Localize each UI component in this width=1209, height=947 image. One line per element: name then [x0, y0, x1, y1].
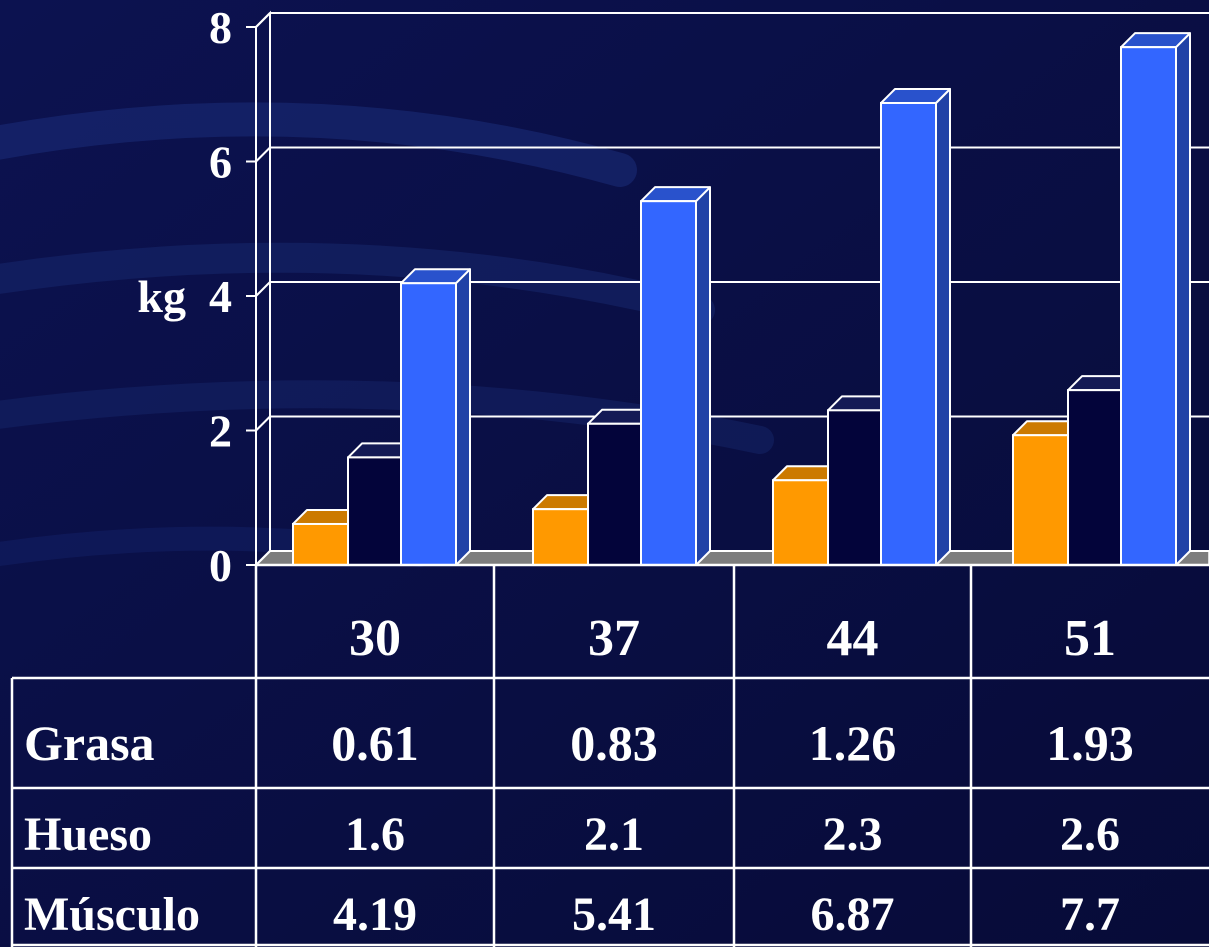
bar-front [1120, 46, 1177, 567]
bar-side [695, 186, 711, 566]
bar-front [772, 479, 829, 567]
bar-front [347, 456, 404, 566]
y-tick-label: 4 [209, 271, 232, 322]
data-label: 0.83 [570, 715, 658, 771]
y-tick-label: 8 [209, 2, 232, 53]
category-label: 51 [1064, 610, 1116, 667]
bar-front [827, 409, 884, 567]
y-tick-label: 0 [209, 540, 232, 591]
category-label: 30 [349, 610, 401, 667]
bar-músculo-37 [640, 186, 711, 567]
data-label: 1.93 [1046, 715, 1134, 771]
data-label: 2.6 [1060, 808, 1120, 861]
bar-front [532, 508, 589, 566]
data-label: 4.19 [333, 888, 417, 941]
gridline-depth [255, 146, 271, 163]
data-label: 6.87 [811, 888, 895, 941]
data-label: 7.7 [1060, 888, 1120, 941]
data-label: 2.3 [823, 808, 883, 861]
bar-front [400, 282, 457, 566]
bar-front [292, 522, 349, 566]
series-name: Grasa [24, 715, 155, 771]
bar-side [935, 87, 951, 566]
bar-front [587, 422, 644, 566]
y-axis-label: kg [137, 271, 186, 322]
bar-front [1012, 434, 1069, 566]
bar-side [1175, 32, 1191, 566]
gridline-depth [255, 415, 271, 432]
bar-side [455, 268, 471, 566]
data-table: 30 37 44 51 Grasa 0.61 0.83 1.26 1.93 Hueso 1.6 2.1… [10, 563, 1209, 947]
data-label: 0.61 [331, 715, 419, 771]
y-tick-label: 2 [209, 406, 232, 457]
bar-músculo-44 [880, 87, 951, 567]
category-label: 37 [588, 610, 640, 667]
gridline-depth [255, 281, 271, 297]
data-label: 2.1 [584, 808, 644, 861]
y-axis: 0 2 4 6 8 kg [137, 2, 257, 591]
category-label: 44 [827, 610, 879, 667]
series-name: Músculo [24, 888, 200, 941]
bar-front [640, 200, 697, 567]
y-tick-label: 6 [209, 137, 232, 188]
bar-front [1067, 389, 1124, 566]
bar-músculo-30 [400, 268, 471, 566]
series-name: Hueso [24, 808, 152, 861]
bar-front [880, 101, 937, 567]
data-label: 1.26 [809, 715, 897, 771]
bar-músculo-51 [1120, 32, 1191, 567]
bars [292, 32, 1191, 567]
data-label: 1.6 [345, 808, 405, 861]
gridline-depth [255, 550, 271, 566]
gridline-depth [255, 12, 271, 28]
data-label: 5.41 [572, 888, 656, 941]
